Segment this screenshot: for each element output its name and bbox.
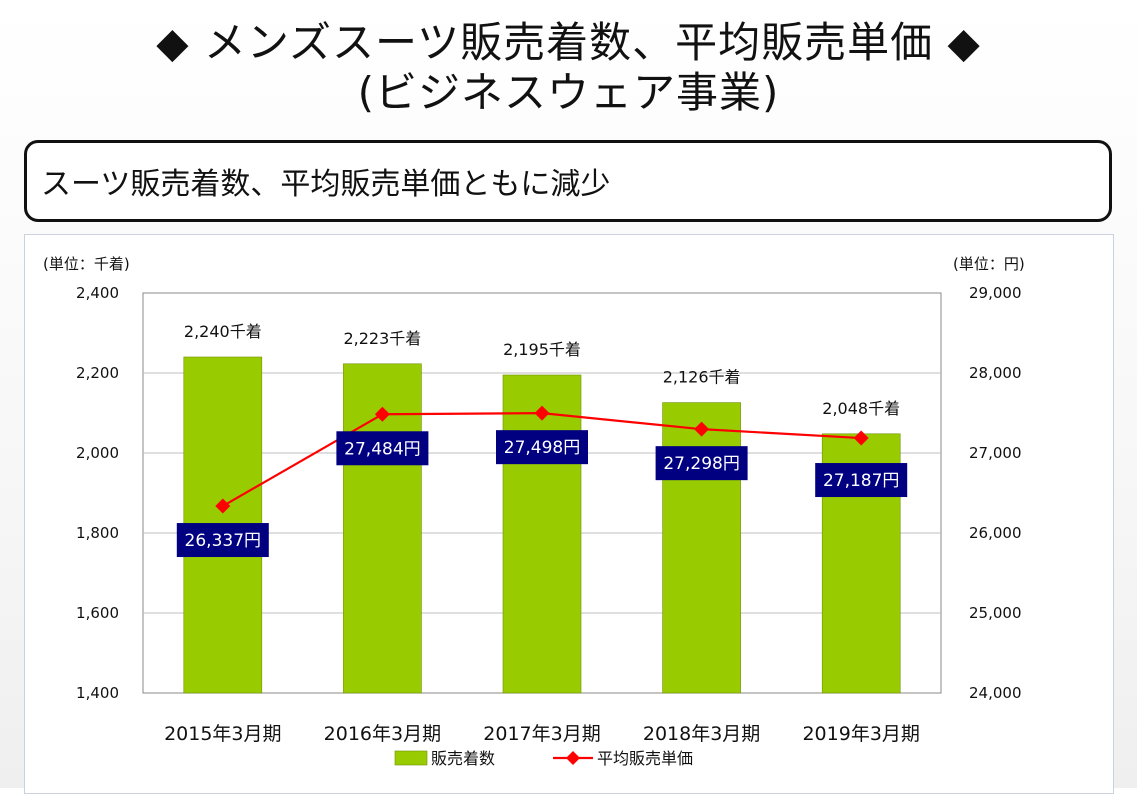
slide-title-line2: (ビジネスウェア事業) [357, 68, 780, 117]
left-tick-label: 2,200 [76, 364, 119, 382]
price-marker [694, 421, 710, 437]
combo-chart: 1,400 1,600 1,800 2,000 2,200 2,400 24,000 25,0… [43, 255, 1025, 768]
price-data-label: 27,498円 [504, 438, 580, 458]
price-data-label: 26,337円 [185, 531, 261, 551]
right-tick-label: 26,000 [969, 524, 1022, 542]
price-label-box [815, 463, 908, 498]
right-tick-label: 29,000 [969, 284, 1022, 302]
category-label: 2018年3月期 [643, 723, 760, 745]
price-marker [215, 498, 231, 514]
slide-title: ◆ メンズスーツ販売着数、平均販売単価 ◆ (ビジネスウェア事業) [0, 18, 1137, 118]
category-label: 2016年3月期 [324, 723, 441, 745]
bar [502, 374, 582, 694]
left-tick-label: 2,400 [76, 284, 119, 302]
left-tick-label: 2,000 [76, 444, 119, 462]
legend-bar-swatch [394, 750, 428, 766]
category-label: 2017年3月期 [483, 723, 600, 745]
category-label: 2015年3月期 [164, 723, 281, 745]
bar-data-label: 2,240千着 [184, 322, 262, 341]
price-marker [853, 430, 869, 446]
price-label-box [336, 431, 429, 466]
summary-text: スーツ販売着数、平均販売単価ともに減少 [41, 167, 611, 202]
right-tick-label: 28,000 [969, 364, 1022, 382]
price-data-label: 27,298円 [663, 454, 739, 474]
bar-data-label: 2,126千着 [663, 368, 741, 387]
legend-bar-label: 販売着数 [431, 749, 495, 768]
right-tick-label: 27,000 [969, 444, 1022, 462]
price-data-label: 27,484円 [344, 439, 420, 459]
price-data-label: 27,187円 [823, 471, 899, 491]
left-axis-unit: (単位：千着) [43, 255, 130, 273]
price-marker [534, 405, 550, 421]
price-marker [374, 406, 390, 422]
legend-line-marker [566, 751, 580, 765]
price-label-box [496, 430, 588, 465]
legend-line-label: 平均販売単価 [597, 749, 693, 768]
price-label-box [176, 523, 269, 558]
bar-data-label: 2,048千着 [822, 399, 900, 418]
left-tick-label: 1,800 [76, 524, 119, 542]
left-tick-label: 1,600 [76, 604, 119, 622]
chart-panel: 1,400 1,600 1,800 2,000 2,200 2,400 24,000 25,0… [24, 234, 1114, 794]
left-tick-label: 1,400 [76, 684, 119, 702]
category-label: 2019年3月期 [802, 723, 919, 745]
right-axis-unit: (単位：円) [953, 255, 1025, 273]
price-label-box [655, 446, 748, 481]
right-tick-label: 24,000 [969, 684, 1022, 702]
summary-box: スーツ販売着数、平均販売単価ともに減少 [24, 140, 1112, 222]
bar-data-label: 2,223千着 [343, 329, 421, 348]
right-tick-label: 25,000 [969, 604, 1022, 622]
slide-title-line1: ◆ メンズスーツ販売着数、平均販売単価 ◆ [156, 18, 981, 67]
bar-data-label: 2,195千着 [503, 340, 581, 359]
